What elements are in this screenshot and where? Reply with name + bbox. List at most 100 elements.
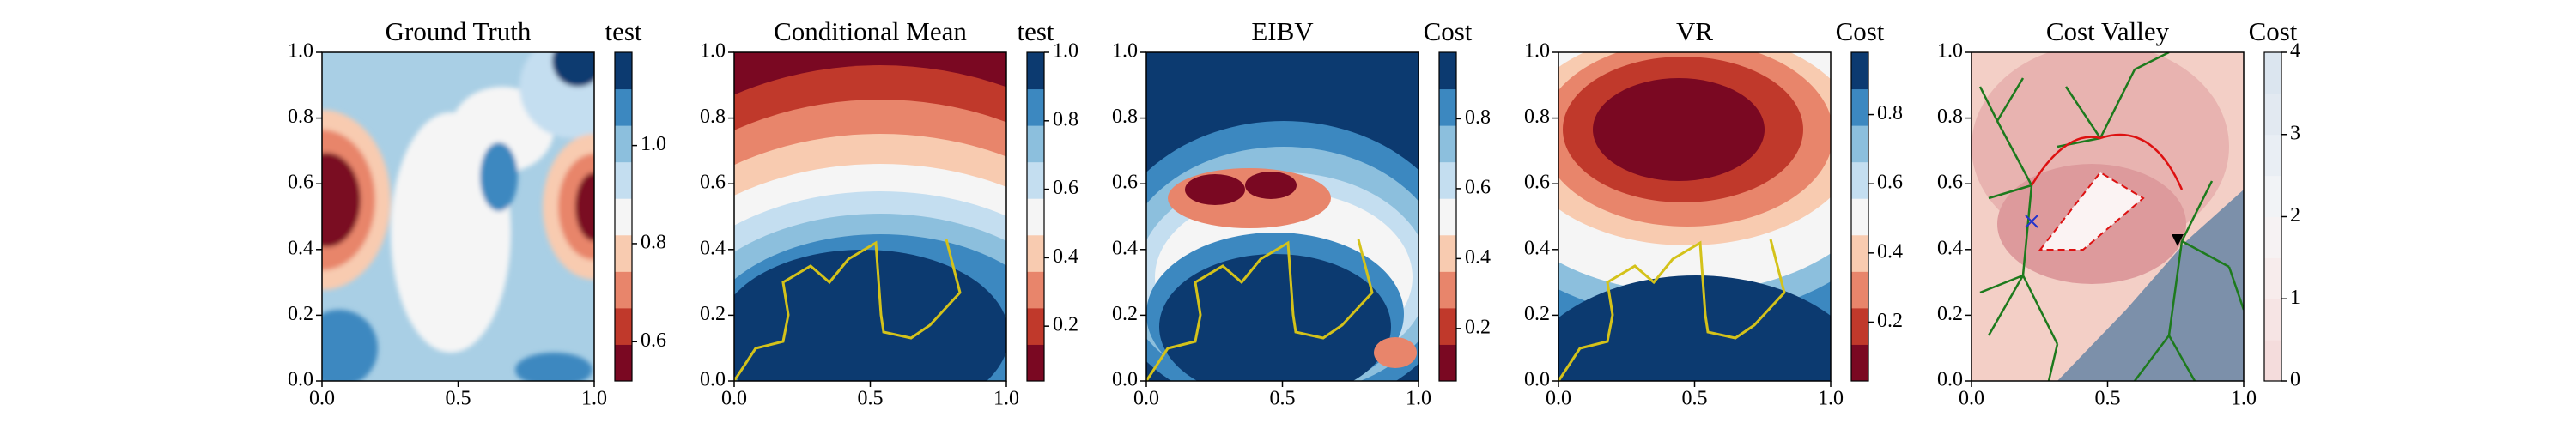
colorbar-band (1439, 125, 1456, 163)
x-tick-label: 0.0 (1133, 388, 1159, 410)
y-tick-label: 0.2 (1524, 303, 1550, 325)
y-tick-label: 1.0 (288, 40, 313, 63)
colorbar-tick-label: 0.4 (1465, 246, 1491, 269)
colorbar-band (2264, 216, 2281, 258)
colorbar-band (1851, 125, 1868, 163)
colorbar-band (1439, 344, 1456, 382)
x-tick-label: 0.0 (1959, 388, 1984, 410)
colorbar-band (2264, 93, 2281, 136)
colorbar-tick-label: 4 (2290, 40, 2300, 63)
colorbar-band (1027, 198, 1044, 236)
x-tick-label: 1.0 (581, 388, 607, 410)
colorbar-band (1027, 234, 1044, 272)
chart-title: EIBV (1251, 16, 1314, 46)
colorbar-tick-label: 1.0 (641, 133, 666, 155)
colorbar-band (1027, 125, 1044, 163)
y-tick-label: 0.0 (1524, 369, 1550, 391)
y-tick-label: 0.4 (1112, 237, 1138, 259)
y-tick-label: 0.8 (1524, 106, 1550, 128)
x-tick-label: 0.5 (1270, 388, 1296, 410)
colorbar-label: Cost (2249, 16, 2298, 46)
colorbar-band (615, 125, 632, 163)
y-tick-label: 0.6 (700, 172, 726, 194)
y-tick-label: 0.8 (288, 106, 313, 128)
colorbar-band (615, 161, 632, 199)
heatmap-image (1558, 52, 1831, 381)
y-tick-label: 0.6 (1112, 172, 1138, 194)
colorbar-band (1439, 198, 1456, 236)
x-tick-label: 0.0 (1546, 388, 1571, 410)
colorbar-tick-label: 0.2 (1877, 310, 1903, 332)
colorbar-band (615, 198, 632, 236)
x-tick-label: 0.0 (721, 388, 747, 410)
heatmap-image (734, 52, 1006, 381)
colorbar-band (2264, 134, 2281, 177)
colorbar-band (615, 88, 632, 126)
colorbar-band (1439, 161, 1456, 199)
colorbar-label: test (1017, 16, 1054, 46)
colorbar-band (1851, 198, 1868, 236)
y-tick-label: 1.0 (1937, 40, 1963, 63)
colorbar-tick-label: 0.4 (1053, 245, 1078, 268)
chart-title: Cost Valley (2046, 16, 2170, 46)
y-tick-label: 0.2 (700, 303, 726, 325)
x-tick-label: 0.5 (446, 388, 471, 410)
y-tick-label: 0.4 (700, 237, 726, 259)
y-tick-label: 0.4 (1524, 237, 1550, 259)
y-tick-label: 1.0 (1524, 40, 1550, 63)
y-tick-label: 0.4 (1937, 237, 1963, 259)
colorbar-tick-label: 0.4 (1877, 240, 1903, 263)
y-tick-label: 0.6 (1524, 172, 1550, 194)
x-tick-label: 0.5 (1682, 388, 1708, 410)
y-tick-label: 0.8 (700, 106, 726, 128)
chart-title: Conditional Mean (774, 16, 967, 46)
colorbar-band (615, 271, 632, 309)
colorbar-band (1439, 88, 1456, 126)
colorbar-band (2264, 175, 2281, 217)
x-tick-label: 1.0 (1818, 388, 1844, 410)
y-tick-label: 0.8 (1937, 106, 1963, 128)
chart-title: VR (1676, 16, 1713, 46)
y-tick-label: 0.2 (1112, 303, 1138, 325)
colorbar-band (1851, 271, 1868, 309)
colorbar-tick-label: 0.6 (1465, 176, 1491, 198)
colorbar-tick-label: 0.8 (1053, 108, 1078, 130)
colorbar-band (1851, 234, 1868, 272)
colorbar-frame (1850, 51, 1869, 382)
colorbar-frame (614, 51, 633, 382)
colorbar-band (1851, 344, 1868, 382)
y-tick-label: 1.0 (700, 40, 726, 63)
y-tick-label: 1.0 (1112, 40, 1138, 63)
x-tick-label: 0.5 (858, 388, 884, 410)
colorbar-tick-label: 0.8 (1465, 106, 1491, 129)
colorbar-tick-label: 0.2 (1465, 316, 1491, 338)
colorbar-frame (1026, 51, 1045, 382)
colorbar-band (1439, 271, 1456, 309)
x-tick-label: 0.0 (309, 388, 335, 410)
colorbar-tick-label: 1.0 (1053, 40, 1078, 63)
y-tick-label: 0.0 (700, 369, 726, 391)
colorbar-tick-label: 0.6 (641, 329, 666, 352)
colorbar-band (615, 344, 632, 382)
heatmap-image (1971, 52, 2244, 381)
colorbar-band (1027, 271, 1044, 309)
colorbar-band (2264, 52, 2281, 94)
colorbar-band (1027, 88, 1044, 126)
y-tick-label: 0.0 (288, 369, 313, 391)
colorbar-band (1439, 52, 1456, 90)
colorbar-tick-label: 0.6 (1877, 172, 1903, 194)
colorbar-tick-label: 2 (2290, 204, 2300, 227)
colorbar-band (2264, 340, 2281, 382)
colorbar-band (1027, 344, 1044, 382)
colorbar-band (1851, 52, 1868, 90)
x-tick-label: 1.0 (2231, 388, 2257, 410)
colorbar-band (1439, 234, 1456, 272)
colorbar-band (2264, 299, 2281, 341)
x-tick-label: 1.0 (993, 388, 1019, 410)
y-tick-label: 0.0 (1112, 369, 1138, 391)
colorbar-band (1851, 307, 1868, 345)
colorbar-band (1027, 307, 1044, 345)
y-tick-label: 0.6 (288, 172, 313, 194)
colorbar-band (615, 234, 632, 272)
colorbar-band (2264, 257, 2281, 299)
